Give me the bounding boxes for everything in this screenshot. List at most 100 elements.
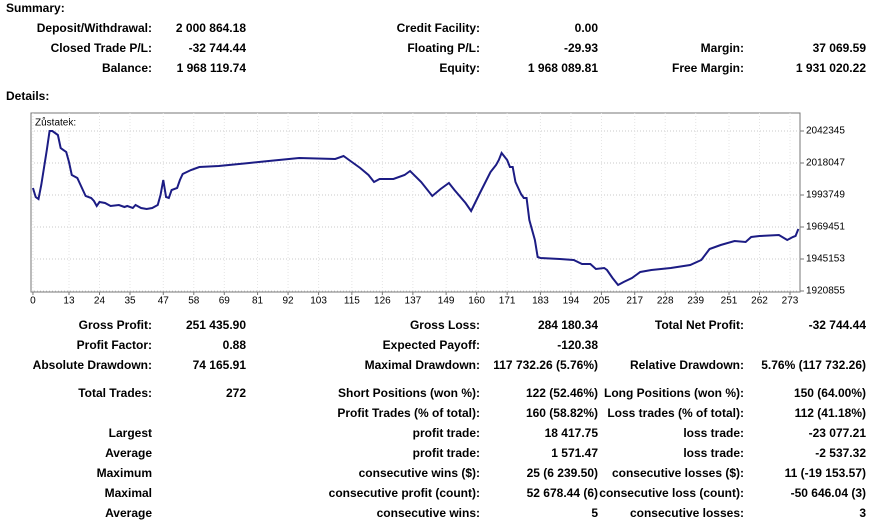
field-label: Average	[105, 506, 152, 520]
y-tick-label: 2018047	[806, 158, 845, 169]
x-tick-label: 137	[405, 296, 422, 307]
field-value: 1 968 119.74	[177, 61, 247, 75]
field-value: 0.88	[223, 338, 247, 352]
field-label: Total Trades:	[78, 386, 152, 400]
y-tick-label: 1993749	[806, 190, 845, 201]
field-value: 1 571.47	[551, 446, 598, 460]
field-label: loss trade:	[683, 446, 744, 460]
field-value: 251 435.90	[186, 318, 246, 332]
x-tick-label: 13	[63, 296, 75, 307]
field-value: 2 000 864.18	[176, 21, 246, 35]
x-tick-label: 149	[438, 296, 455, 307]
field-label: Credit Facility:	[397, 21, 480, 35]
field-label: profit trade:	[413, 426, 480, 440]
x-tick-label: 194	[563, 296, 580, 307]
x-tick-label: 126	[374, 296, 391, 307]
x-tick-label: 47	[158, 296, 170, 307]
field-value: 272	[226, 386, 246, 400]
field-value: -50 646.04 (3)	[791, 486, 866, 500]
field-label: Maximum	[97, 466, 152, 480]
field-label: consecutive wins ($):	[359, 466, 480, 480]
x-tick-label: 273	[782, 296, 799, 307]
x-tick-label: 115	[344, 296, 360, 307]
x-tick-label: 171	[499, 296, 516, 307]
field-label: Closed Trade P/L:	[51, 41, 152, 55]
field-label: loss trade:	[683, 426, 744, 440]
field-label: Margin:	[701, 41, 744, 55]
field-value: 11 (-19 153.57)	[785, 466, 866, 480]
field-label: Largest	[109, 426, 152, 440]
field-label: Relative Drawdown:	[630, 358, 744, 372]
field-label: profit trade:	[413, 446, 480, 460]
summary-heading: Summary:	[6, 1, 65, 15]
field-label: Expected Payoff:	[383, 338, 480, 352]
field-value: 284 180.34	[538, 318, 598, 332]
field-label: consecutive wins:	[377, 506, 480, 520]
field-label: Short Positions (won %):	[338, 386, 480, 400]
field-value: 0.00	[575, 21, 599, 35]
x-tick-label: 217	[626, 296, 643, 307]
x-tick-label: 205	[593, 296, 610, 307]
field-label: Loss trades (% of total):	[607, 406, 744, 420]
field-label: Equity:	[439, 61, 480, 75]
x-tick-label: 228	[657, 296, 674, 307]
field-value: 25 (6 239.50)	[527, 466, 598, 480]
x-tick-label: 24	[94, 296, 106, 307]
field-label: Average	[105, 446, 152, 460]
y-tick-label: 1920855	[806, 286, 845, 297]
details-heading: Details:	[6, 89, 49, 103]
x-tick-label: 103	[310, 296, 327, 307]
field-label: Maximal	[105, 486, 152, 500]
field-value: 160 (58.82%)	[526, 406, 598, 420]
field-label: Deposit/Withdrawal:	[37, 21, 152, 35]
field-label: Total Net Profit:	[655, 318, 744, 332]
field-value: -120.38	[557, 338, 598, 352]
field-value: 52 678.44 (6)	[527, 486, 598, 500]
field-value: 117 732.26 (5.76%)	[493, 358, 598, 372]
field-label: Gross Loss:	[410, 318, 480, 332]
field-value: 1 931 020.22	[796, 61, 866, 75]
x-tick-label: 0	[30, 296, 36, 307]
field-label: Profit Trades (% of total):	[337, 406, 480, 420]
x-tick-label: 160	[468, 296, 485, 307]
field-value: -32 744.44	[809, 318, 867, 332]
field-value: 3	[859, 506, 866, 520]
field-label: consecutive loss (count):	[599, 486, 744, 500]
field-label: Absolute Drawdown:	[33, 358, 152, 372]
balance-line	[31, 130, 800, 287]
field-value: 18 417.75	[545, 426, 599, 440]
x-tick-label: 251	[721, 296, 738, 307]
field-label: Maximal Drawdown:	[365, 358, 480, 372]
field-value: -23 077.21	[809, 426, 867, 440]
field-value: -32 744.44	[189, 41, 247, 55]
x-tick-label: 58	[188, 296, 200, 307]
field-value: 150 (64.00%)	[794, 386, 866, 400]
x-tick-label: 35	[124, 296, 136, 307]
field-value: -29.93	[564, 41, 598, 55]
y-tick-label: 1945153	[806, 254, 845, 265]
y-tick-label: 2042345	[806, 126, 845, 137]
field-label: Long Positions (won %):	[604, 386, 744, 400]
x-tick-label: 92	[283, 296, 295, 307]
field-value: -2 537.32	[815, 446, 866, 460]
field-label: consecutive losses:	[630, 506, 744, 520]
field-value: 122 (52.46%)	[526, 386, 598, 400]
field-value: 5.76% (117 732.26)	[761, 358, 866, 372]
field-label: consecutive losses ($):	[612, 466, 744, 480]
y-tick-label: 1969451	[806, 222, 845, 233]
field-label: Free Margin:	[672, 61, 744, 75]
field-value: 74 165.91	[193, 358, 247, 372]
x-tick-label: 183	[532, 296, 549, 307]
x-tick-label: 239	[687, 296, 704, 307]
field-label: Balance:	[102, 61, 152, 75]
field-value: 37 069.59	[813, 41, 867, 55]
field-label: Floating P/L:	[407, 41, 480, 55]
x-tick-label: 81	[252, 296, 264, 307]
chart-title: Zůstatek:	[35, 117, 76, 129]
field-label: consecutive profit (count):	[329, 486, 480, 500]
field-value: 112 (41.18%)	[795, 406, 866, 420]
field-value: 1 968 089.81	[528, 61, 598, 75]
x-tick-label: 69	[219, 296, 231, 307]
field-label: Gross Profit:	[79, 318, 152, 332]
